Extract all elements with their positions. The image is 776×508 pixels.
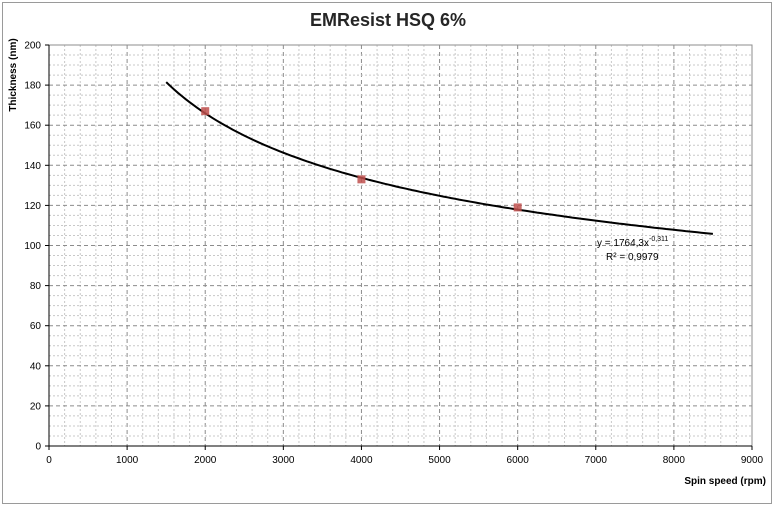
data-point: [513, 203, 522, 212]
x-tick-label: 3000: [272, 455, 295, 466]
x-tick-labels: 0 1000 2000 3000 4000 5000 6000 7000 8000 9000: [46, 446, 764, 466]
y-tick-label: 80: [30, 281, 42, 292]
x-tick-label: 7000: [585, 455, 608, 466]
equation-prefix: y = 1764,3x: [597, 238, 649, 249]
y-tick-label: 0: [35, 442, 41, 453]
data-point: [357, 175, 366, 184]
chart-title: EMResist HSQ 6%: [309, 10, 467, 30]
x-tick-label: 8000: [663, 455, 686, 466]
equation-text: y = 1764,3x-0,311: [597, 236, 668, 249]
y-tick-label: 140: [24, 161, 41, 172]
data-points: [201, 107, 522, 212]
x-tick-label: 1000: [116, 455, 139, 466]
trendline-curve: [165, 81, 714, 235]
y-tick-labels: 0 20 40 60 80 100 120 140 160 180 200: [24, 41, 49, 453]
y-tick-label: 180: [24, 81, 41, 92]
x-tick-label: 2000: [194, 455, 217, 466]
trendline: [165, 81, 714, 235]
x-tick-label: 5000: [428, 455, 451, 466]
y-axis-label: Thickness (nm): [8, 38, 19, 111]
y-tick-label: 120: [24, 201, 41, 212]
y-tick-label: 200: [24, 41, 41, 52]
x-tick-label: 9000: [741, 455, 764, 466]
y-tick-label: 160: [24, 121, 41, 132]
y-tick-label: 100: [24, 241, 41, 252]
data-point: [201, 107, 210, 116]
x-tick-label: 6000: [507, 455, 530, 466]
y-tick-label: 60: [30, 321, 42, 332]
trendline-equation: y = 1764,3x-0,311 R² = 0,9979: [597, 236, 668, 263]
x-tick-label: 0: [46, 455, 52, 466]
x-tick-label: 4000: [350, 455, 373, 466]
equation-exponent: -0,311: [649, 236, 668, 243]
x-axis-label: Spin speed (rpm): [684, 476, 766, 487]
y-tick-label: 40: [30, 361, 42, 372]
y-tick-label: 20: [30, 401, 42, 412]
r-squared-text: R² = 0,9979: [606, 252, 659, 263]
